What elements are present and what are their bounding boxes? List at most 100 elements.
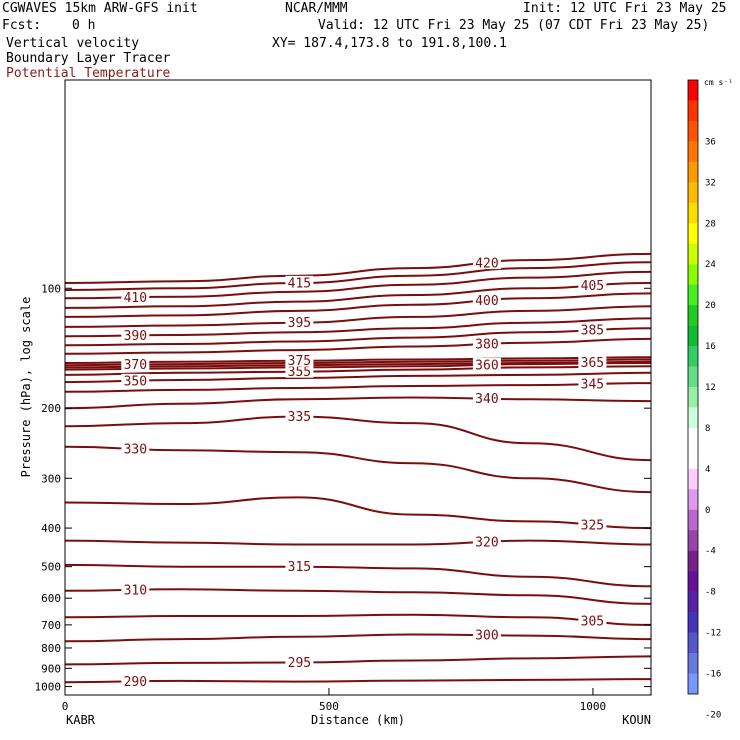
- contour-line-370: [64, 358, 652, 367]
- y-tick-label-600: 600: [41, 592, 61, 605]
- colorbar-swatch: [688, 141, 698, 163]
- contour-line-315: [64, 563, 652, 588]
- contour-line-410: [64, 270, 652, 300]
- y-tick-label-800: 800: [41, 642, 61, 655]
- contour-line-300: [64, 633, 652, 643]
- cross-section-xy: XY= 187.4,173.8 to 191.8,100.1: [272, 36, 507, 51]
- contour-line-415: [64, 261, 652, 291]
- contour-label-bg: [472, 628, 501, 642]
- init-time: Init: 12 UTC Fri 23 May 25: [523, 1, 727, 16]
- contour-label-bg: [472, 535, 501, 549]
- contour-line-335: [64, 415, 652, 462]
- contour-line-350: [64, 371, 652, 384]
- field-vertical-velocity: Vertical velocity: [6, 36, 140, 51]
- y-tick-label-1000: 1000: [35, 681, 62, 694]
- colorbar-swatch: [688, 448, 698, 470]
- colorbar-label-24: 24: [705, 260, 716, 270]
- colorbar-swatch: [688, 284, 698, 306]
- colorbar-label--12: -12: [705, 629, 721, 639]
- contour-line-380: [64, 337, 652, 355]
- contour-label-bg: [578, 278, 607, 292]
- contour-label-370: 370: [124, 358, 147, 373]
- colorbar-swatch: [688, 387, 698, 408]
- contour-label-bg: [578, 614, 607, 628]
- contour-label-320: 320: [475, 536, 498, 551]
- contour-line-400: [64, 292, 652, 318]
- colorbar-swatch: [688, 612, 698, 633]
- colorbar-swatch: [688, 653, 698, 674]
- contour-label-395: 395: [288, 316, 311, 331]
- contour-label-bg: [578, 377, 607, 391]
- y-tick-label-100: 100: [41, 282, 61, 295]
- contour-label-310: 310: [124, 583, 147, 598]
- colorbar-swatch: [688, 346, 698, 367]
- colorbar-swatch: [688, 550, 698, 572]
- contour-label-295: 295: [288, 656, 311, 671]
- contour-line-405: [64, 282, 652, 309]
- contour-label-340: 340: [475, 392, 498, 407]
- contour-label-bg: [285, 275, 314, 289]
- colorbar-swatch: [688, 223, 698, 245]
- x-tick-label-0: 0: [62, 700, 69, 713]
- contour-label-bg: [578, 355, 607, 369]
- model-title: CGWAVES 15km ARW-GFS init: [2, 1, 198, 16]
- org-label: NCAR/MMM: [285, 1, 348, 16]
- contour-line-390: [64, 317, 652, 338]
- colorbar-swatch: [688, 182, 698, 204]
- contour-label-330: 330: [124, 442, 147, 457]
- colorbar-label-28: 28: [705, 219, 716, 229]
- contour-label-305: 305: [581, 615, 604, 630]
- contour-label-bg: [472, 357, 501, 371]
- colorbar-label--8: -8: [705, 588, 716, 598]
- contour-label-bg: [285, 364, 314, 378]
- colorbar-label-0: 0: [705, 506, 710, 516]
- colorbar-swatch: [688, 530, 698, 552]
- colorbar-swatch: [688, 243, 698, 265]
- colorbar-label-20: 20: [705, 301, 716, 311]
- contour-line-385: [64, 327, 652, 347]
- contour-label-bg: [121, 674, 150, 688]
- y-axis: 100 200 300 400 500 600 700 800 900 1000: [35, 282, 651, 694]
- colorbar-swatch: [688, 632, 698, 654]
- colorbar-swatch: [688, 427, 698, 449]
- fcst-label: Fcst:: [2, 18, 42, 33]
- left-station-label: KABR: [66, 713, 96, 727]
- colorbar-swatch: [688, 305, 698, 326]
- contour-label-bg: [578, 323, 607, 337]
- y-tick-label-700: 700: [41, 619, 61, 632]
- y-tick-label-400: 400: [41, 522, 61, 535]
- contour-line-355: [64, 365, 652, 376]
- colorbar-label-16: 16: [705, 342, 716, 352]
- y-axis-label: Pressure (hPa), log scale: [19, 297, 33, 478]
- contour-label-385: 385: [581, 324, 604, 339]
- colorbar-label--4: -4: [705, 547, 716, 557]
- contour-line-395: [64, 305, 652, 328]
- field-potential-temperature: Potential Temperature: [6, 66, 171, 81]
- colorbar-swatch: [688, 202, 698, 224]
- contour-line-310: [64, 588, 652, 605]
- contour-label-bg: [285, 315, 314, 329]
- colorbar-swatch: [688, 120, 698, 142]
- colorbar-swatch: [688, 161, 698, 183]
- contour-label-300: 300: [475, 629, 498, 644]
- contour-label-390: 390: [124, 329, 147, 344]
- y-tick-label-500: 500: [41, 561, 61, 574]
- contour-label-bg: [472, 391, 501, 405]
- contour-line-320: [64, 539, 652, 546]
- contour-line-360: [64, 362, 652, 371]
- contour-label-bg: [472, 293, 501, 307]
- colorbar-label--16: -16: [705, 670, 721, 680]
- contour-label-335: 335: [288, 410, 311, 425]
- theta-contours: [64, 252, 652, 684]
- contour-label-bg: [472, 337, 501, 351]
- contour-label-420: 420: [475, 257, 498, 272]
- colorbar-unit: cm s⁻¹: [704, 78, 733, 87]
- contour-line-345: [64, 382, 652, 393]
- contour-label-345: 345: [581, 378, 604, 393]
- colorbar-swatch: [688, 325, 698, 347]
- y-tick-label-300: 300: [41, 472, 61, 485]
- contour-label-bg: [121, 290, 150, 304]
- x-axis-label: Distance (km): [311, 713, 405, 727]
- contour-line-375: [64, 356, 652, 364]
